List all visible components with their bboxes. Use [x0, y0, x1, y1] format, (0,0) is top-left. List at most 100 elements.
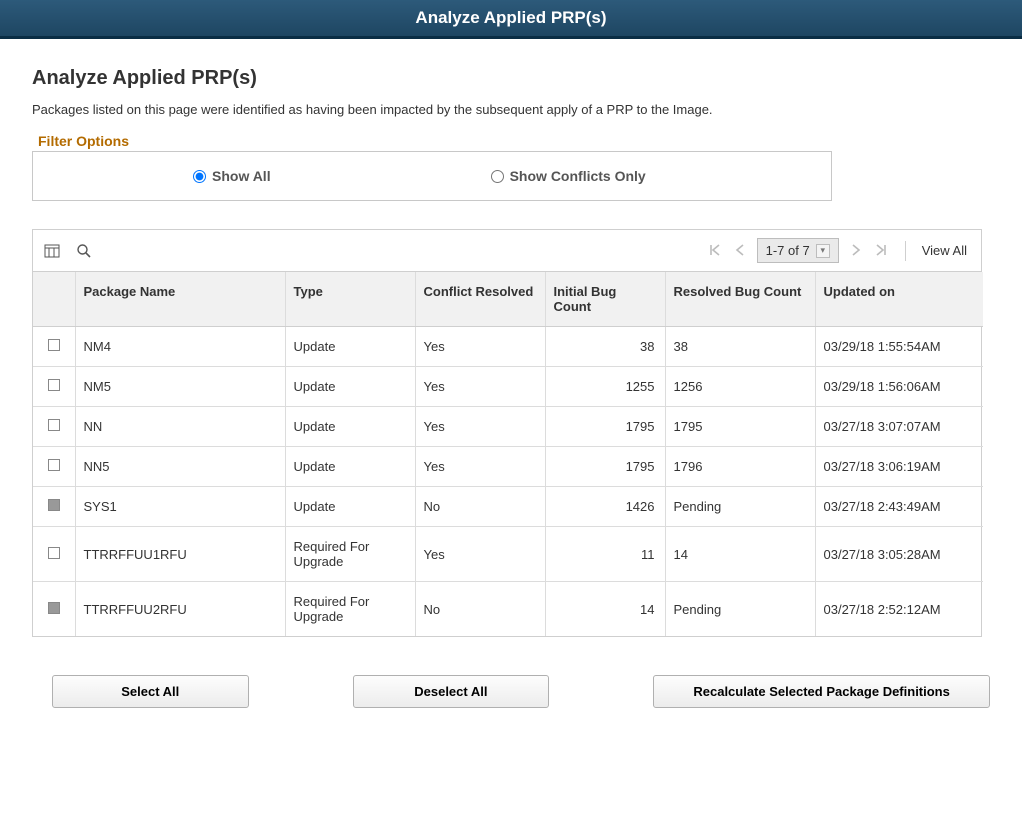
cell-initial: 1795 [545, 407, 665, 447]
col-type[interactable]: Type [285, 272, 415, 327]
filter-box: Show All Show Conflicts Only [32, 151, 832, 201]
table-row: TTRRFFUU1RFURequired For UpgradeYes11140… [33, 527, 983, 582]
cell-updated: 03/27/18 3:07:07AM [815, 407, 983, 447]
filter-section: Filter Options Show All Show Conflicts O… [32, 133, 990, 201]
toolbar-right: 1-7 of 7 ▾ View All [707, 238, 971, 263]
filter-show-all[interactable]: Show All [193, 168, 271, 184]
cell-resolved: 1796 [665, 447, 815, 487]
cell-updated: 03/27/18 2:43:49AM [815, 487, 983, 527]
data-table: Package Name Type Conflict Resolved Init… [33, 272, 983, 636]
filter-show-conflicts[interactable]: Show Conflicts Only [491, 168, 646, 184]
last-page-icon[interactable] [873, 243, 889, 259]
grid-toolbar: 1-7 of 7 ▾ View All [33, 230, 981, 272]
row-checkbox[interactable] [48, 602, 60, 614]
col-conflict[interactable]: Conflict Resolved [415, 272, 545, 327]
first-page-icon[interactable] [707, 243, 723, 259]
page-content: Analyze Applied PRP(s) Packages listed o… [0, 39, 1022, 728]
cell-resolved: 1256 [665, 367, 815, 407]
view-all-link[interactable]: View All [922, 243, 971, 258]
cell-conflict: No [415, 487, 545, 527]
cell-resolved: Pending [665, 487, 815, 527]
cell-name: NN [75, 407, 285, 447]
cell-name: TTRRFFUU1RFU [75, 527, 285, 582]
range-selector[interactable]: 1-7 of 7 ▾ [757, 238, 839, 263]
cell-conflict: Yes [415, 407, 545, 447]
cell-name: NM4 [75, 327, 285, 367]
prev-page-icon[interactable] [733, 243, 747, 259]
cell-type: Update [285, 327, 415, 367]
col-checkbox [33, 272, 75, 327]
cell-name: SYS1 [75, 487, 285, 527]
row-checkbox[interactable] [48, 339, 60, 351]
cell-name: TTRRFFUU2RFU [75, 582, 285, 637]
cell-initial: 11 [545, 527, 665, 582]
cell-updated: 03/27/18 3:05:28AM [815, 527, 983, 582]
cell-name: NN5 [75, 447, 285, 487]
col-name[interactable]: Package Name [75, 272, 285, 327]
cell-resolved: 38 [665, 327, 815, 367]
cell-updated: 03/29/18 1:55:54AM [815, 327, 983, 367]
cell-updated: 03/29/18 1:56:06AM [815, 367, 983, 407]
table-row: NNUpdateYes1795179503/27/18 3:07:07AM [33, 407, 983, 447]
cell-initial: 38 [545, 327, 665, 367]
cell-type: Required For Upgrade [285, 582, 415, 637]
range-label: 1-7 of 7 [766, 243, 810, 258]
cell-conflict: Yes [415, 447, 545, 487]
cell-initial: 1426 [545, 487, 665, 527]
table-header-row: Package Name Type Conflict Resolved Init… [33, 272, 983, 327]
cell-initial: 1795 [545, 447, 665, 487]
cell-updated: 03/27/18 2:52:12AM [815, 582, 983, 637]
cell-initial: 14 [545, 582, 665, 637]
row-checkbox[interactable] [48, 499, 60, 511]
row-checkbox[interactable] [48, 379, 60, 391]
filter-legend: Filter Options [32, 133, 990, 149]
toolbar-left [43, 242, 93, 260]
col-resolved[interactable]: Resolved Bug Count [665, 272, 815, 327]
grid-settings-icon[interactable] [43, 242, 61, 260]
recalculate-button[interactable]: Recalculate Selected Package Definitions [653, 675, 990, 708]
table-row: NM5UpdateYes1255125603/29/18 1:56:06AM [33, 367, 983, 407]
cell-conflict: Yes [415, 527, 545, 582]
row-checkbox[interactable] [48, 547, 60, 559]
cell-resolved: 1795 [665, 407, 815, 447]
cell-type: Required For Upgrade [285, 527, 415, 582]
cell-conflict: No [415, 582, 545, 637]
app-header-title: Analyze Applied PRP(s) [415, 8, 606, 27]
cell-updated: 03/27/18 3:06:19AM [815, 447, 983, 487]
filter-show-all-label: Show All [212, 168, 271, 184]
page-title: Analyze Applied PRP(s) [32, 67, 990, 90]
cell-resolved: Pending [665, 582, 815, 637]
filter-show-conflicts-label: Show Conflicts Only [510, 168, 646, 184]
col-updated[interactable]: Updated on [815, 272, 983, 327]
select-all-button[interactable]: Select All [52, 675, 249, 708]
grid: 1-7 of 7 ▾ View All Package Name Type [32, 229, 982, 637]
next-page-icon[interactable] [849, 243, 863, 259]
table-row: SYS1UpdateNo1426Pending03/27/18 2:43:49A… [33, 487, 983, 527]
col-initial[interactable]: Initial Bug Count [545, 272, 665, 327]
cell-initial: 1255 [545, 367, 665, 407]
cell-conflict: Yes [415, 327, 545, 367]
cell-conflict: Yes [415, 367, 545, 407]
chevron-down-icon[interactable]: ▾ [816, 244, 830, 258]
row-checkbox[interactable] [48, 419, 60, 431]
radio-show-conflicts[interactable] [491, 170, 504, 183]
deselect-all-button[interactable]: Deselect All [353, 675, 550, 708]
cell-type: Update [285, 447, 415, 487]
table-row: NM4UpdateYes383803/29/18 1:55:54AM [33, 327, 983, 367]
table-row: NN5UpdateYes1795179603/27/18 3:06:19AM [33, 447, 983, 487]
spacer [573, 675, 629, 708]
page-description: Packages listed on this page were identi… [32, 102, 990, 117]
spacer [273, 675, 329, 708]
action-row: Select All Deselect All Recalculate Sele… [32, 675, 990, 708]
cell-type: Update [285, 407, 415, 447]
table-row: TTRRFFUU2RFURequired For UpgradeNo14Pend… [33, 582, 983, 637]
cell-name: NM5 [75, 367, 285, 407]
cell-type: Update [285, 487, 415, 527]
row-checkbox[interactable] [48, 459, 60, 471]
radio-show-all[interactable] [193, 170, 206, 183]
cell-type: Update [285, 367, 415, 407]
cell-resolved: 14 [665, 527, 815, 582]
search-icon[interactable] [75, 242, 93, 260]
toolbar-divider [905, 241, 906, 261]
app-header: Analyze Applied PRP(s) [0, 0, 1022, 39]
